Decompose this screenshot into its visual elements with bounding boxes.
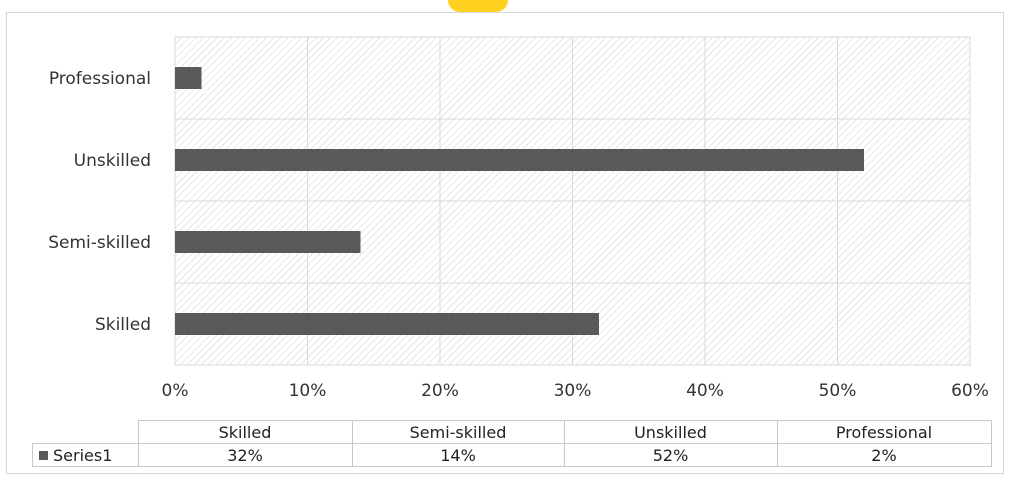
data-table-header: Semi-skilled — [351, 420, 565, 444]
x-tick-label: 30% — [554, 381, 592, 401]
data-table-cell: 52% — [563, 443, 778, 467]
category-label: Unskilled — [74, 151, 151, 171]
data-table-corner — [32, 420, 139, 444]
x-tick-label: 10% — [289, 381, 327, 401]
data-table-row: Series1 32% 14% 52% 2% — [32, 443, 992, 467]
legend-key-icon — [39, 450, 48, 460]
category-label: Skilled — [95, 315, 151, 335]
data-table-header: Professional — [776, 420, 992, 444]
data-table-header: Skilled — [137, 420, 353, 444]
x-tick-label: 60% — [951, 381, 989, 401]
bars — [175, 67, 864, 335]
bar — [175, 149, 864, 171]
x-tick-label: 40% — [686, 381, 724, 401]
bar — [175, 313, 599, 335]
category-label: Semi-skilled — [48, 233, 151, 253]
data-table-cell: 2% — [776, 443, 992, 467]
data-table-header: Unskilled — [563, 420, 778, 444]
data-table: Skilled Semi-skilled Unskilled Professio… — [32, 420, 992, 467]
category-label: Professional — [49, 69, 151, 89]
x-tick-labels: 0% 10% 20% 30% 40% 50% 60% — [162, 381, 989, 401]
x-tick-label: 20% — [421, 381, 459, 401]
bar — [175, 67, 202, 89]
bar — [175, 231, 361, 253]
series-name: Series1 — [53, 445, 113, 465]
logo-mark — [448, 0, 508, 12]
data-table-series-cell: Series1 — [32, 443, 139, 467]
x-tick-label: 0% — [162, 381, 189, 401]
data-table-cell: 14% — [351, 443, 565, 467]
data-table-header-row: Skilled Semi-skilled Unskilled Professio… — [32, 420, 992, 444]
gridlines — [174, 37, 971, 365]
x-tick-label: 50% — [819, 381, 857, 401]
category-labels: Skilled Semi-skilled Unskilled Professional — [48, 69, 151, 335]
data-table-cell: 32% — [137, 443, 353, 467]
